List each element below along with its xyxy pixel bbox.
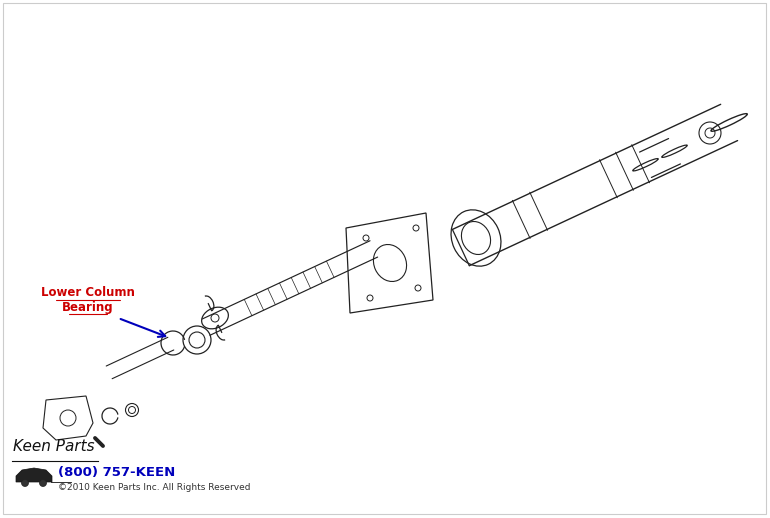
Text: Lower Column: Lower Column [41, 286, 135, 299]
Ellipse shape [22, 480, 28, 486]
Text: Keen Parts: Keen Parts [13, 439, 95, 454]
Text: Bearing: Bearing [62, 300, 114, 313]
Text: (800) 757-KEEN: (800) 757-KEEN [58, 466, 176, 479]
Text: ©2010 Keen Parts Inc. All Rights Reserved: ©2010 Keen Parts Inc. All Rights Reserve… [58, 483, 250, 492]
Ellipse shape [39, 480, 46, 486]
Polygon shape [16, 468, 52, 482]
